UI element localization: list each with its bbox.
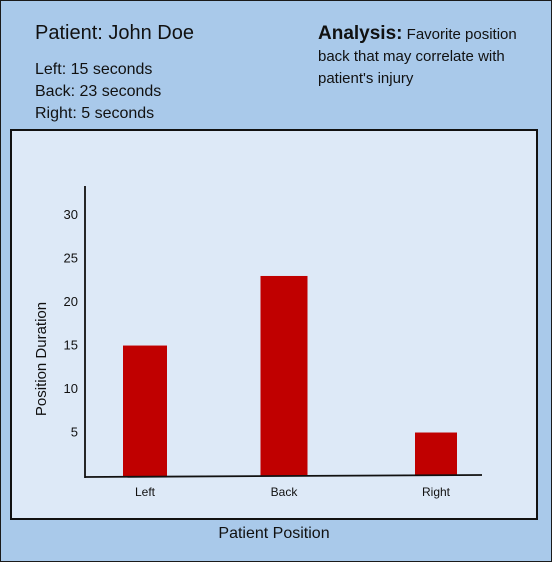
x-tick-label-back: Back	[271, 485, 299, 499]
y-tick-label: 10	[64, 381, 78, 396]
x-axis-title: Patient Position	[218, 525, 330, 542]
y-tick-label: 30	[64, 207, 78, 222]
chart-frame: Left Back Right 5 10 15 20 25 30 Position Duratio…	[10, 129, 538, 520]
y-tick-label: 5	[71, 425, 78, 440]
duration-back: Back: 23 seconds	[35, 83, 162, 100]
bar-right	[415, 432, 457, 476]
x-axis-line	[84, 474, 483, 478]
y-axis-title: Position Duration	[33, 302, 50, 416]
analysis-note: Analysis: Favorite position back that ma…	[318, 23, 546, 90]
analysis-heading: Analysis:	[318, 23, 403, 44]
duration-right: Right: 5 seconds	[35, 105, 155, 122]
patient-title: Patient: John Doe	[35, 22, 194, 44]
x-tick-label-left: Left	[135, 485, 156, 499]
duration-left: Left: 15 seconds	[35, 61, 153, 78]
analysis-text: Favorite position back that may correlat…	[318, 26, 517, 87]
bar-chart: Left Back Right 5 10 15 20 25 30 Position Duratio…	[33, 186, 483, 499]
y-tick-label: 15	[64, 338, 78, 353]
y-tick-label: 20	[64, 294, 78, 309]
bar-back	[260, 275, 308, 476]
y-tick-label: 25	[64, 251, 78, 266]
bar-left	[123, 345, 167, 476]
x-tick-label-right: Right	[422, 485, 451, 499]
